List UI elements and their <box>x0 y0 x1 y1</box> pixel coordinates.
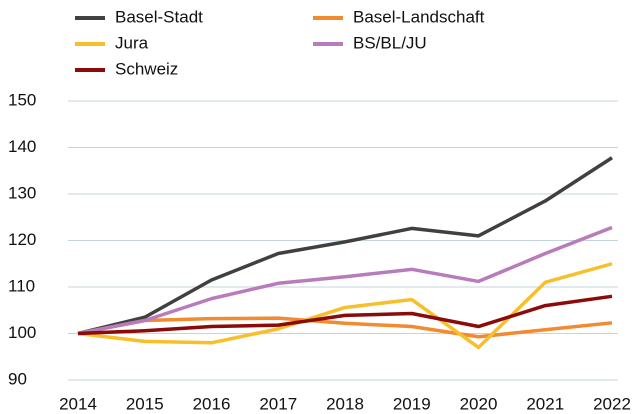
y-tick-label: 100 <box>8 323 36 342</box>
y-tick-label: 130 <box>8 183 36 202</box>
legend-label: Jura <box>115 33 149 52</box>
series-line <box>77 316 613 339</box>
series-line <box>77 262 613 350</box>
x-tick-label: 2017 <box>259 394 297 413</box>
x-tick-label: 2020 <box>460 394 498 413</box>
series-line <box>77 294 613 336</box>
y-tick-label: 140 <box>8 137 36 156</box>
x-tick-label: 2015 <box>126 394 164 413</box>
y-tick-label: 110 <box>8 276 35 295</box>
y-tick-label: 90 <box>8 369 27 388</box>
legend-label: Basel-Landschaft <box>353 7 485 26</box>
x-tick-label: 2022 <box>593 394 631 413</box>
x-tick-label: 2014 <box>59 394 97 413</box>
x-tick-label: 2016 <box>193 394 231 413</box>
x-tick-label: 2021 <box>526 394 564 413</box>
x-tick-label: 2018 <box>326 394 364 413</box>
series-line <box>77 225 613 336</box>
legend-label: Schweiz <box>115 59 178 78</box>
series-line <box>77 156 613 336</box>
legend-label: Basel-Stadt <box>115 7 203 26</box>
x-tick-label: 2019 <box>393 394 431 413</box>
legend-label: BS/BL/JU <box>353 33 427 52</box>
y-tick-label: 120 <box>8 230 36 249</box>
y-tick-label: 150 <box>8 90 36 109</box>
